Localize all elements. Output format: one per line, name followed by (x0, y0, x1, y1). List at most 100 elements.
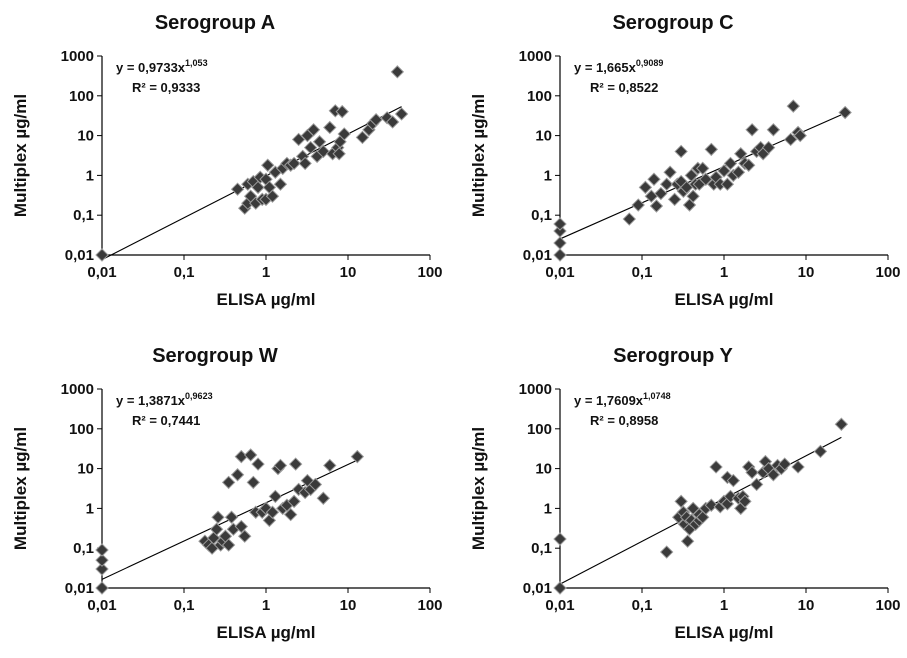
y-tick-label: 1 (544, 167, 552, 184)
r-squared-label: R² = 0,7441 (132, 413, 200, 428)
data-point (355, 130, 370, 145)
y-tick-label: 1 (544, 500, 552, 517)
data-point (723, 156, 738, 171)
chart-panel-serogroup-c: Serogroup C 0,01 0,1 1 10 100 1000 0,01 0,1 1 10 10… (458, 0, 907, 325)
x-tick-label: 0,01 (545, 264, 574, 281)
data-point (265, 189, 280, 203)
data-point (369, 113, 383, 127)
equation-main: y = 1,665x (574, 60, 637, 75)
data-point (686, 189, 700, 203)
data-point (766, 468, 781, 482)
data-point (323, 120, 337, 135)
data-point (306, 123, 321, 137)
data-point (667, 192, 682, 207)
regression-equation: y = 1,3871x0,9623 (116, 391, 213, 408)
x-axis-label: ELISA µg/ml (217, 623, 316, 642)
y-axis-label: Multiplex µg/ml (469, 94, 488, 217)
data-point (834, 417, 849, 431)
data-point (553, 248, 567, 262)
data-point (654, 186, 668, 201)
scatter-chart-serogroup-y: Serogroup Y 0,01 0,1 1 10 100 1000 0,01 0,1 1 10 10… (469, 345, 901, 642)
data-point (786, 99, 801, 113)
y-axis-label: Multiplex µg/ml (11, 427, 30, 550)
data-point (385, 115, 400, 129)
data-point (261, 158, 275, 172)
data-point (622, 212, 637, 226)
data-point (709, 460, 723, 474)
data-point (95, 248, 109, 262)
data-point (316, 144, 331, 159)
x-tick-label: 10 (798, 597, 815, 614)
data-point (649, 199, 664, 213)
data-point (316, 491, 331, 505)
data-point (720, 177, 735, 191)
y-tick-label: 0,1 (531, 207, 552, 224)
data-point (761, 140, 776, 155)
x-tick-label: 100 (875, 597, 900, 614)
data-point (745, 465, 759, 480)
y-tick-label: 10 (77, 461, 94, 478)
y-tick-label: 1000 (61, 48, 94, 65)
data-point (638, 180, 653, 195)
data-point (350, 449, 365, 464)
data-point (287, 494, 301, 509)
x-tick-label: 1 (720, 264, 728, 281)
data-point (268, 489, 283, 504)
x-tick-label: 0,01 (545, 597, 574, 614)
y-tick-label: 100 (527, 421, 552, 438)
regression-equation: y = 0,9733x1,053 (116, 58, 208, 75)
data-point (95, 562, 109, 576)
data-point (696, 161, 710, 176)
equation-exponent: 1,0748 (643, 391, 671, 401)
data-point (390, 65, 405, 79)
data-point (224, 510, 239, 524)
data-point (793, 128, 807, 143)
data-point (647, 172, 661, 186)
y-tick-label: 100 (69, 88, 94, 105)
y-tick-label: 1000 (519, 381, 552, 398)
data-point (221, 475, 236, 490)
x-tick-label: 0,01 (87, 264, 116, 281)
data-point (273, 458, 288, 473)
data-point (95, 581, 109, 595)
data-point (791, 460, 805, 474)
data-point (211, 510, 225, 524)
data-point (273, 177, 288, 191)
data-point (303, 140, 318, 155)
regression-equation: y = 1,665x0,9089 (574, 58, 663, 75)
data-point (813, 444, 828, 459)
data-point (553, 236, 567, 250)
x-tick-label: 100 (875, 264, 900, 281)
x-tick-label: 0,01 (87, 597, 116, 614)
data-point (659, 545, 674, 559)
data-point (230, 182, 245, 196)
data-point (394, 107, 409, 121)
data-point (221, 538, 236, 552)
y-tick-label: 100 (69, 421, 94, 438)
chart-panel-serogroup-w: Serogroup W 0,01 0,1 1 10 100 1000 0,01 0,1 1 10 10… (0, 333, 450, 658)
x-axis-label: ELISA µg/ml (675, 290, 774, 309)
y-tick-label: 1000 (61, 381, 94, 398)
y-tick-label: 10 (77, 128, 94, 145)
x-tick-label: 1 (262, 264, 270, 281)
x-tick-label: 0,1 (632, 597, 653, 614)
data-point (298, 156, 312, 171)
data-point (738, 494, 752, 509)
y-tick-label: 0,1 (73, 540, 94, 557)
data-point (726, 473, 741, 488)
data-point (553, 581, 567, 595)
data-point (631, 198, 645, 212)
x-tick-label: 100 (417, 264, 442, 281)
y-tick-label: 10 (535, 128, 552, 145)
data-point (749, 477, 764, 492)
data-point (283, 507, 298, 522)
y-tick-label: 0,01 (523, 580, 552, 597)
data-point (684, 168, 699, 183)
data-point (674, 144, 688, 159)
chart-title: Serogroup W (152, 345, 278, 367)
data-point (783, 132, 798, 147)
x-tick-label: 10 (340, 264, 357, 281)
x-tick-label: 0,1 (174, 264, 195, 281)
data-point (663, 165, 677, 179)
data-point (674, 494, 688, 509)
